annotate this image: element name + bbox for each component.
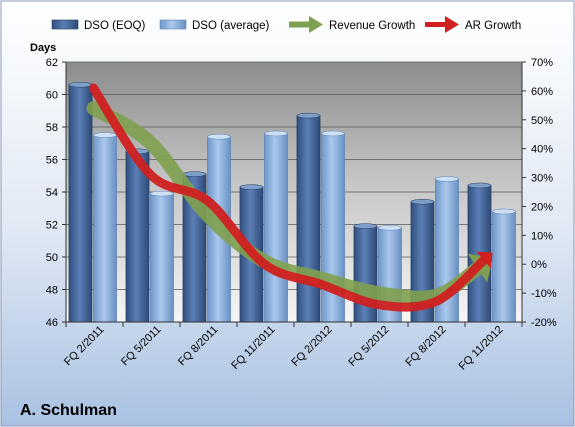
legend-label: AR Growth [465,20,521,32]
bar-body [492,211,516,323]
y-tick-label: 62 [46,57,58,69]
bar [150,190,174,323]
legend-item: DSO (average) [159,19,270,32]
bar [492,208,516,323]
y2-tick-label: 50% [531,115,553,127]
bar-cap [467,182,492,189]
y-tick-label: 58 [46,122,58,134]
chart-title: A. Schulman [20,402,117,419]
bar [68,81,93,323]
bar-cap [207,133,231,140]
y-tick-label: 46 [46,317,58,329]
bar [296,112,321,323]
y-tick-label: 50 [46,252,58,264]
arrow-line [89,83,489,312]
legend-swatch-head [309,16,323,33]
growth-arrows [86,83,493,312]
bar [264,130,288,323]
bar-cap [296,112,321,119]
legend-label: DSO (EOQ) [84,20,146,32]
bar-cap [410,198,435,205]
bar-cap [93,132,117,138]
legend: DSO (EOQ) DSO (average) Revenue Growth AR G… [51,16,521,33]
legend-item: AR Growth [425,16,521,33]
arrow-head [476,251,493,269]
growth-arrow [89,83,493,312]
bars [68,81,516,323]
y-tick-label: 54 [46,187,58,199]
bar-cap [353,223,378,229]
legend-label: Revenue Growth [329,20,415,32]
y2-tick-label: 60% [531,86,553,98]
bar-body [264,133,288,323]
y2-tick-label: -10% [531,288,557,300]
y2-tick-label: 20% [531,201,553,213]
bar-body [150,193,174,323]
legend-swatch [51,19,79,30]
y2-tick-label: 30% [531,173,553,185]
y2-tick-label: 40% [531,144,553,156]
y-axis-title: Days [30,42,56,54]
y2-tick-label: 0% [531,259,547,271]
legend-item: DSO (EOQ) [51,19,146,32]
bar-cap [321,130,345,137]
bar-body [296,115,321,323]
bar-body [68,84,93,323]
y-tick-label: 56 [46,155,58,167]
bar [93,132,117,323]
bar-cap [435,176,459,182]
legend-swatch [159,19,187,30]
y-tick-label: 48 [46,285,58,297]
bar-cap [378,224,402,231]
y-tick-label: 52 [46,220,58,232]
legend-swatch-head [445,16,459,33]
bar-body [93,134,117,323]
bar-cap [239,184,264,190]
y2-tick-label: -20% [531,317,557,329]
bar-cap [182,171,207,177]
y2-tick-label: 70% [531,57,553,69]
legend-item: Revenue Growth [289,16,415,33]
bar-cap [264,130,288,137]
y-tick-label: 60 [46,90,58,102]
bar-cap [150,190,174,197]
y2-tick-label: 10% [531,230,553,242]
bar-body [125,150,150,323]
bar-cap [492,208,516,215]
bar-cap [68,81,93,88]
legend-label: DSO (average) [192,20,270,32]
